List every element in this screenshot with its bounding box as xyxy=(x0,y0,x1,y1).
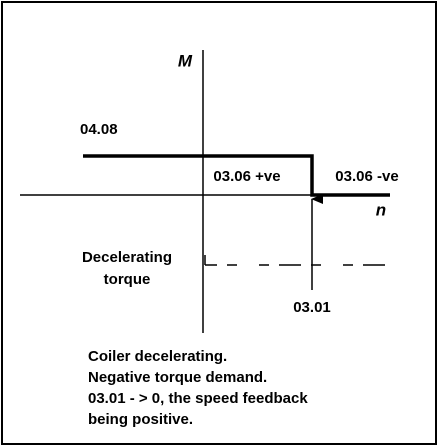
speed-label: 03.01 xyxy=(293,299,331,316)
note-line: Coiler decelerating. xyxy=(88,348,227,365)
note-line: 03.01 - > 0, the speed feedback xyxy=(88,390,308,407)
y-axis-label: M xyxy=(178,51,193,70)
torque-label: Decelerating xyxy=(82,249,172,266)
limit-label: 04.08 xyxy=(80,121,118,138)
dash-start xyxy=(204,255,390,266)
region-label: 03.06 -ve xyxy=(335,168,398,185)
note-line: Negative torque demand. xyxy=(88,369,267,386)
note-line: being positive. xyxy=(88,411,193,428)
region-label: 03.06 +ve xyxy=(213,168,280,185)
torque-limit xyxy=(83,154,390,197)
x-axis-label: n xyxy=(376,200,386,219)
torque-label: torque xyxy=(104,271,151,288)
